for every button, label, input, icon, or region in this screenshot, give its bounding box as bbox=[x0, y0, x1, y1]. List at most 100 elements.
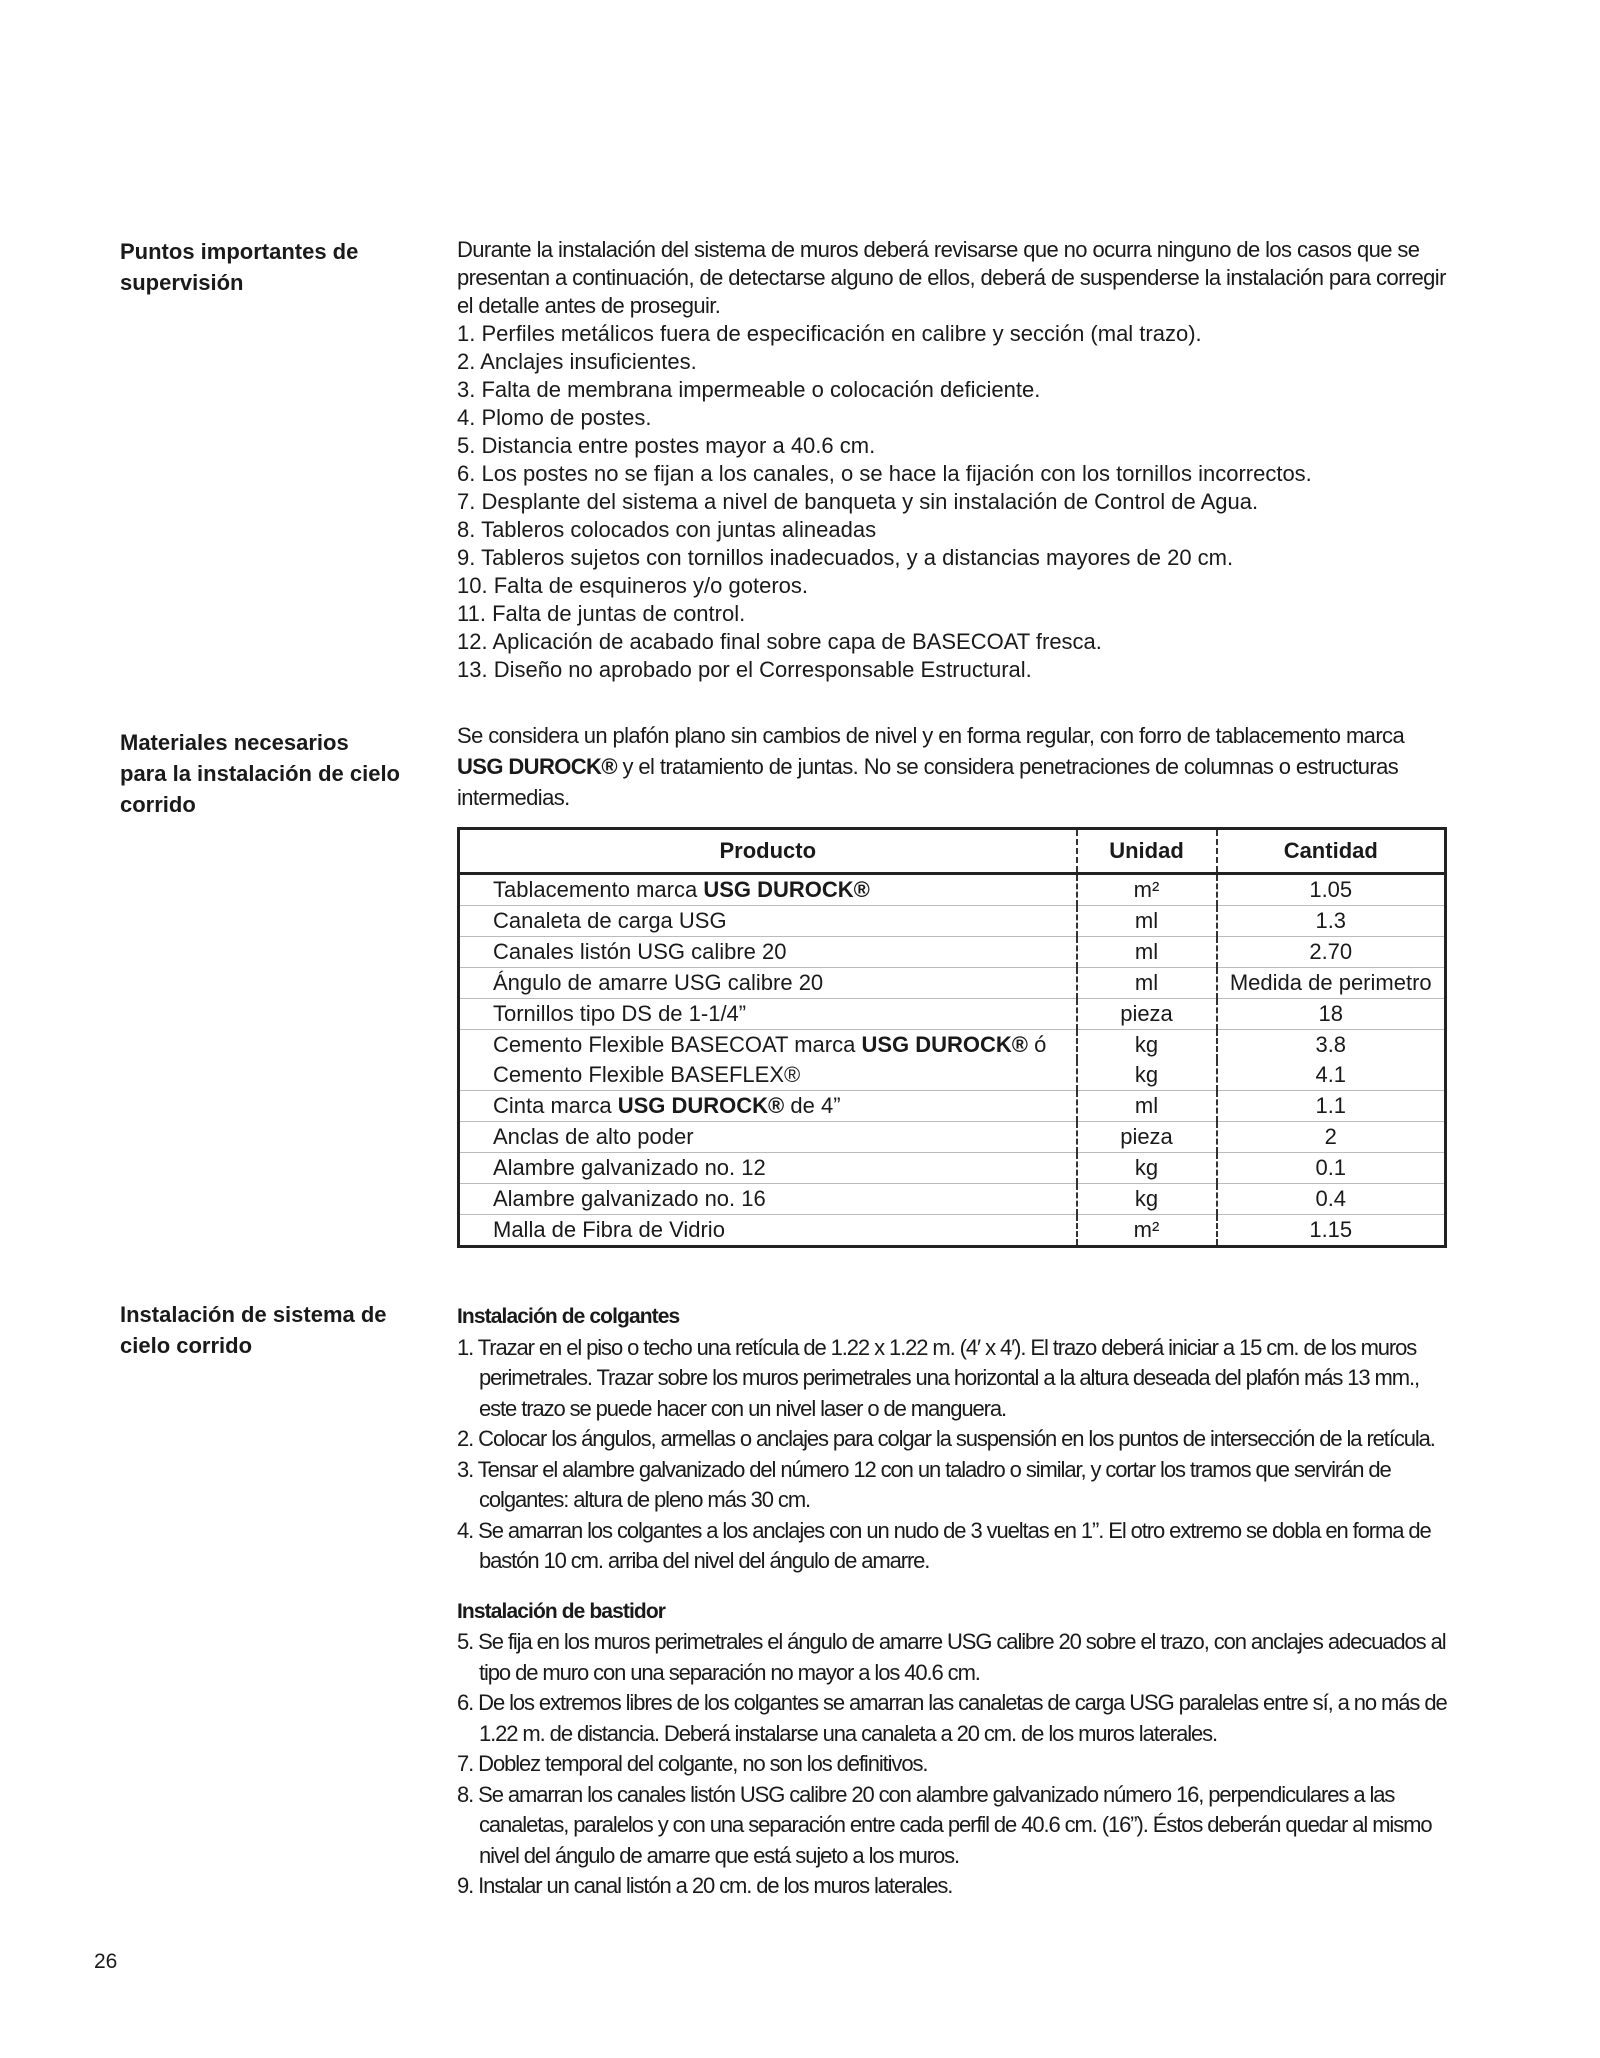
section-title-supervision: Puntos importantes de supervisión bbox=[120, 239, 359, 295]
cell-cantidad: 3.8 bbox=[1215, 1029, 1446, 1060]
table-header: Producto Unidad Cantidad bbox=[458, 828, 1446, 875]
list-item: 1. Perfiles metálicos fuera de especific… bbox=[457, 321, 1202, 346]
page-number: 26 bbox=[94, 1950, 118, 1973]
header-producto: Producto bbox=[458, 828, 1077, 875]
cell-unidad: m² bbox=[1075, 873, 1217, 906]
product-name: Anclas de alto poder bbox=[493, 1124, 694, 1149]
cell-producto: Alambre galvanizado no. 12 bbox=[458, 1152, 1077, 1184]
product-name: Ángulo de amarre USG calibre 20 bbox=[493, 970, 824, 995]
materials-intro: Se considera un plafón plano sin cambios… bbox=[457, 720, 1447, 813]
subhead-colgantes: Instalación de colgantes bbox=[457, 1305, 680, 1328]
list-item: 2. Colocar los ángulos, armellas o ancla… bbox=[457, 1426, 1436, 1451]
cell-cantidad: 0.1 bbox=[1215, 1152, 1446, 1184]
cell-unidad: pieza bbox=[1075, 1121, 1217, 1153]
intro-text: Se considera un plafón plano sin cambios… bbox=[457, 723, 1405, 748]
cell-producto: Malla de Fibra de Vidrio bbox=[458, 1214, 1077, 1247]
product-name: Alambre galvanizado no. 16 bbox=[493, 1186, 766, 1211]
product-name: Cemento Flexible BASEFLEX® bbox=[493, 1062, 801, 1087]
list-item: 10. Falta de esquineros y/o goteros. bbox=[457, 573, 808, 598]
list-item: 6. Los postes no se fijan a los canales,… bbox=[457, 461, 1312, 486]
cell-producto: Ángulo de amarre USG calibre 20 bbox=[458, 967, 1077, 999]
cell-unidad: kg bbox=[1075, 1060, 1217, 1091]
cell-cantidad: 1.05 bbox=[1215, 873, 1446, 906]
cell-unidad: kg bbox=[1075, 1029, 1217, 1060]
product-name: Canaleta de carga USG bbox=[493, 908, 727, 933]
bastidor-list: 5. Se fija en los muros perimetrales el … bbox=[457, 1627, 1448, 1902]
table-row: Alambre galvanizado no. 16 kg 0.4 bbox=[458, 1183, 1446, 1215]
section-title-materials: Materiales necesarios para la instalació… bbox=[120, 730, 400, 817]
table-row: Alambre galvanizado no. 12 kg 0.1 bbox=[458, 1152, 1446, 1184]
cell-cantidad: Medida de perimetro bbox=[1215, 967, 1446, 999]
list-item: 6. De los extremos libres de los colgant… bbox=[457, 1690, 1448, 1746]
list-item: 9. Instalar un canal listón a 20 cm. de … bbox=[457, 1873, 953, 1898]
cell-unidad: kg bbox=[1075, 1183, 1217, 1215]
table-row: Malla de Fibra de Vidrio m² 1.15 bbox=[458, 1214, 1446, 1247]
product-brand: USG DUROCK® bbox=[617, 1093, 785, 1118]
list-item: 5. Distancia entre postes mayor a 40.6 c… bbox=[457, 433, 876, 458]
cell-producto: Tornillos tipo DS de 1-1/4” bbox=[458, 998, 1077, 1030]
cell-unidad: pieza bbox=[1075, 998, 1217, 1030]
table-row: Canales listón USG calibre 20 ml 2.70 bbox=[458, 936, 1446, 968]
table-row: Anclas de alto poder pieza 2 bbox=[458, 1121, 1446, 1153]
cell-cantidad: 2 bbox=[1215, 1121, 1446, 1153]
section-title-installation: Instalación de sistema de cielo corrido bbox=[120, 1302, 387, 1358]
list-item: 11. Falta de juntas de control. bbox=[457, 601, 746, 626]
list-item: 12. Aplicación de acabado final sobre ca… bbox=[457, 629, 1102, 654]
brand-name: USG DUROCK® bbox=[457, 754, 618, 779]
product-name: Malla de Fibra de Vidrio bbox=[493, 1217, 725, 1242]
cell-unidad: ml bbox=[1075, 1090, 1217, 1122]
product-name: Alambre galvanizado no. 12 bbox=[493, 1155, 766, 1180]
table-row: Tablacemento marca USG DUROCK® m² 1.05 bbox=[458, 873, 1446, 906]
cell-cantidad: 1.1 bbox=[1215, 1090, 1446, 1122]
cell-producto: Anclas de alto poder bbox=[458, 1121, 1077, 1153]
table-row: Cemento Flexible BASECOAT marca USG DURO… bbox=[459, 1029, 1446, 1061]
list-item: 8. Se amarran los canales listón USG cal… bbox=[457, 1781, 1433, 1868]
colgantes-list: 1. Trazar en el piso o techo una retícul… bbox=[457, 1333, 1447, 1577]
table-row: Cinta marca USG DUROCK® de 4” ml 1.1 bbox=[458, 1090, 1446, 1122]
product-name: Tablacemento marca bbox=[493, 877, 704, 902]
list-item: 4. Plomo de postes. bbox=[457, 405, 652, 430]
cell-unidad: ml bbox=[1075, 905, 1217, 937]
table-row: Tornillos tipo DS de 1-1/4” pieza 18 bbox=[458, 998, 1446, 1030]
list-item: 2. Anclajes insuficientes. bbox=[457, 349, 697, 374]
product-name: Cinta marca bbox=[493, 1093, 618, 1118]
cell-cantidad: 18 bbox=[1215, 998, 1446, 1030]
list-item: 1. Trazar en el piso o techo una retícul… bbox=[457, 1334, 1420, 1421]
product-name: Cemento Flexible BASECOAT marca bbox=[493, 1032, 862, 1057]
list-item: 7. Desplante del sistema a nivel de banq… bbox=[457, 489, 1259, 514]
cell-unidad: kg bbox=[1075, 1152, 1217, 1184]
list-item: 7. Doblez temporal del colgante, no son … bbox=[457, 1751, 928, 1776]
cell-unidad: m² bbox=[1075, 1214, 1217, 1247]
supervision-intro: Durante la instalación del sistema de mu… bbox=[457, 237, 1446, 318]
product-suffix: de 4” bbox=[784, 1093, 841, 1118]
cell-producto: Canaleta de carga USG bbox=[458, 905, 1077, 937]
product-suffix: ó bbox=[1027, 1032, 1047, 1057]
list-item: 4. Se amarran los colgantes a los anclaj… bbox=[457, 1517, 1432, 1574]
table-row: Cemento Flexible BASEFLEX® kg 4.1 bbox=[458, 1060, 1446, 1091]
product-name: Canales listón USG calibre 20 bbox=[493, 939, 787, 964]
cell-producto: Canales listón USG calibre 20 bbox=[458, 936, 1077, 968]
supervision-body: Durante la instalación del sistema de mu… bbox=[457, 236, 1447, 684]
header-cantidad: Cantidad bbox=[1215, 828, 1446, 875]
table-row: Canaleta de carga USG ml 1.3 bbox=[458, 905, 1446, 937]
subhead-bastidor: Instalación de bastidor bbox=[457, 1599, 666, 1623]
materials-table: Producto Unidad Cantidad Tablacemento ma… bbox=[457, 827, 1447, 1248]
cell-cantidad: 1.15 bbox=[1215, 1214, 1446, 1247]
cell-producto: Cemento Flexible BASEFLEX® bbox=[458, 1060, 1077, 1091]
cell-producto: Tablacemento marca USG DUROCK® bbox=[458, 873, 1077, 906]
cell-unidad: ml bbox=[1075, 936, 1217, 968]
cell-cantidad: 2.70 bbox=[1215, 936, 1446, 968]
table-row: Ángulo de amarre USG calibre 20 ml Medida … bbox=[458, 967, 1446, 999]
cell-cantidad: 0.4 bbox=[1215, 1183, 1446, 1215]
supervision-list: 1. Perfiles metálicos fuera de especific… bbox=[457, 320, 1447, 684]
cell-producto: Cemento Flexible BASECOAT marca USG DURO… bbox=[459, 1030, 1077, 1061]
cell-unidad: ml bbox=[1075, 967, 1217, 999]
list-item: 5. Se fija en los muros perimetrales el … bbox=[457, 1629, 1447, 1685]
cell-producto: Alambre galvanizado no. 16 bbox=[458, 1183, 1077, 1215]
product-brand: USG DUROCK® bbox=[861, 1032, 1028, 1057]
list-item: 9. Tableros sujetos con tornillos inadec… bbox=[457, 545, 1234, 570]
cell-cantidad: 4.1 bbox=[1215, 1060, 1446, 1091]
cell-producto: Cinta marca USG DUROCK® de 4” bbox=[458, 1090, 1077, 1122]
product-name: Tornillos tipo DS de 1-1/4” bbox=[493, 1001, 747, 1026]
list-item: 8. Tableros colocados con juntas alinead… bbox=[457, 517, 877, 542]
